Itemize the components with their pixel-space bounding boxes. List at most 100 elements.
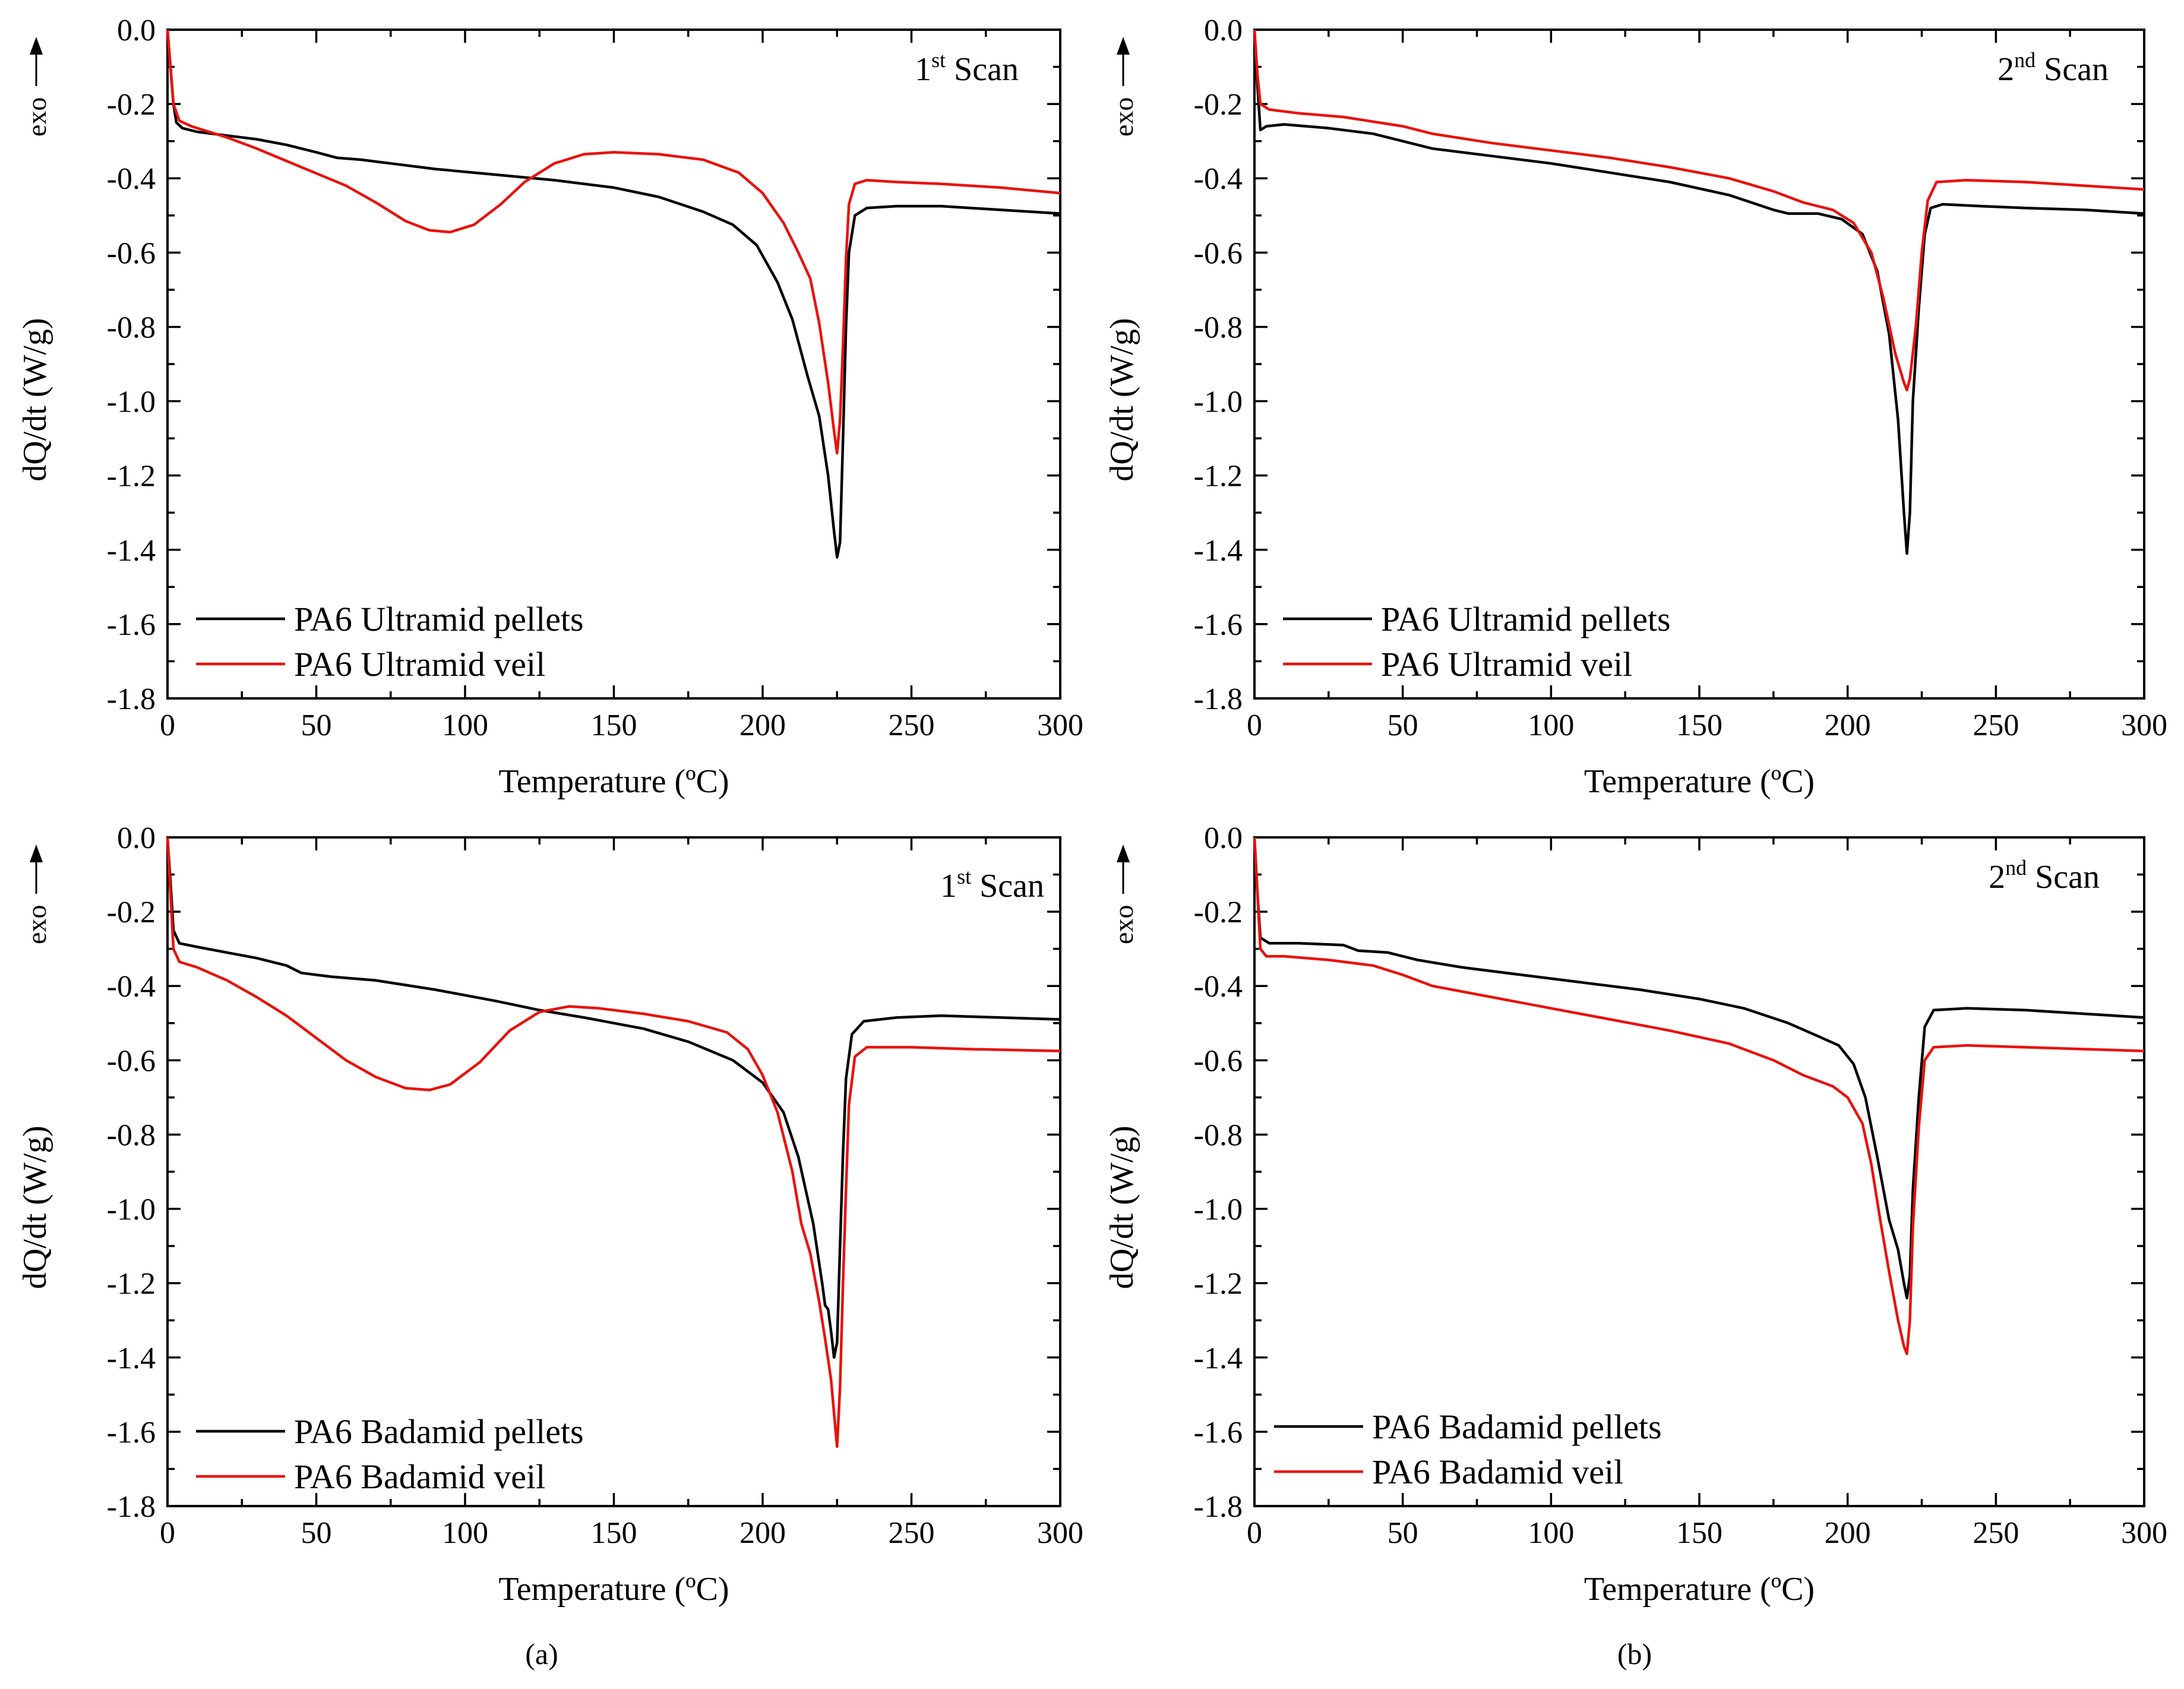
x-tick-label: 250 [889, 709, 935, 742]
legend-label: PA6 Badamid veil [294, 1457, 545, 1496]
x-tick-label: 50 [301, 709, 332, 742]
exo-arrow-icon [1117, 37, 1130, 55]
y-tick-label: -0.8 [107, 1118, 156, 1152]
chart-panel-b-top: 0 50 100 150 200 250 300 0.0 -0.2 -0.4 -0.6 -0.8 -1.… [1104, 14, 2167, 800]
y-tick-label: -1.2 [1194, 1267, 1243, 1301]
x-tick-label: 0 [1247, 709, 1262, 742]
series-line-1 [166, 29, 1061, 559]
x-tick-label: 100 [1528, 709, 1574, 742]
series-line-2 [1253, 837, 2145, 1355]
y-tick-label: -1.4 [1194, 534, 1243, 568]
x-tick-label: 200 [1825, 1516, 1871, 1550]
x-tick-label: 250 [889, 1516, 935, 1550]
legend-label: PA6 Badamid pellets [294, 1412, 584, 1451]
y-tick-label: -1.6 [107, 608, 156, 642]
y-tick-label: -1.6 [1194, 608, 1243, 642]
x-tick-label: 250 [1973, 709, 2019, 742]
plot-frame [166, 29, 1061, 700]
x-tick-label: 150 [1676, 709, 1722, 742]
y-tick-label: -0.4 [1194, 970, 1243, 1004]
x-axis-title: Temperature (ºC) [1584, 763, 1815, 800]
x-tick-label: 50 [301, 1516, 332, 1550]
x-tick-label: 200 [739, 709, 786, 742]
y-tick-label: -1.0 [107, 385, 156, 419]
y-tick-label: -0.6 [1194, 1044, 1243, 1078]
scan-annotation: 1st Scan [940, 865, 1044, 904]
y-tick-label: -1.0 [1194, 385, 1243, 419]
caption-a: (a) [525, 1637, 558, 1671]
exo-arrow-icon [30, 37, 43, 55]
series-line-1 [166, 837, 1061, 1359]
plot-frame [1253, 836, 2145, 1507]
x-tick-label: 0 [160, 1516, 175, 1550]
x-tick-label: 100 [1528, 1516, 1574, 1550]
legend-label: PA6 Ultramid veil [1381, 645, 1632, 684]
x-tick-label: 0 [1247, 1516, 1262, 1550]
plot-frame [166, 836, 1061, 1507]
x-tick-label: 300 [1037, 1516, 1083, 1550]
x-tick-label: 300 [1037, 709, 1083, 742]
y-tick-label: -1.2 [107, 1267, 156, 1301]
series-line-1 [1253, 29, 2145, 555]
y-axis-title: dQ/dt (W/g) [1104, 1125, 1140, 1289]
y-tick-label: 0.0 [117, 14, 156, 48]
x-tick-label: 200 [1825, 709, 1871, 742]
chart-panel-a-bottom: 0 50 100 150 200 250 300 0.0 -0.2 -0.4 -0.6 -0.8 -1.… [17, 821, 1083, 1608]
y-tick-label: -1.2 [1194, 460, 1243, 494]
y-tick-label: -1.6 [1194, 1416, 1243, 1450]
y-tick-label: 0.0 [117, 821, 156, 855]
y-tick-label: -1.2 [107, 460, 156, 494]
series-line-2 [1253, 29, 2145, 392]
x-tick-label: 0 [160, 709, 175, 742]
x-tick-label: 250 [1973, 1516, 2019, 1550]
x-tick-label: 50 [1387, 709, 1418, 742]
y-tick-label: -0.2 [1194, 88, 1243, 122]
x-axis-title: Temperature (ºC) [1584, 1571, 1815, 1608]
y-tick-label: -1.8 [1194, 682, 1243, 716]
chart-panel-a-top: 0 50 100 150 200 250 300 0.0 -0.2 -0.4 -0.6 -0.8 -1.… [17, 14, 1083, 800]
y-tick-label: -0.4 [107, 162, 156, 196]
x-tick-label: 50 [1387, 1516, 1418, 1550]
y-tick-label: -1.0 [107, 1193, 156, 1227]
legend-label: PA6 Ultramid veil [294, 645, 545, 684]
caption-b: (b) [1617, 1637, 1652, 1671]
legend-label: PA6 Ultramid pellets [294, 600, 584, 638]
y-tick-label: -0.8 [1194, 311, 1243, 344]
x-tick-label: 300 [2121, 709, 2167, 742]
y-tick-label: 0.0 [1204, 14, 1243, 48]
legend-label: PA6 Badamid veil [1372, 1453, 1623, 1491]
y-tick-label: -1.0 [1194, 1193, 1243, 1227]
y-tick-label: -1.8 [1194, 1490, 1243, 1524]
y-tick-label: -0.6 [107, 236, 156, 270]
x-tick-label: 150 [591, 709, 637, 742]
scan-annotation: 2nd Scan [1997, 48, 2109, 88]
chart-panel-b-bottom: 0 50 100 150 200 250 300 0.0 -0.2 -0.4 -0.6 -0.8 -1.… [1104, 821, 2167, 1608]
legend-label: PA6 Badamid pellets [1372, 1408, 1662, 1446]
y-tick-label: 0.0 [1204, 821, 1243, 855]
scan-annotation: 1st Scan [915, 48, 1019, 88]
y-tick-label: -0.2 [107, 896, 156, 929]
legend-label: PA6 Ultramid pellets [1381, 600, 1671, 638]
y-tick-label: -1.4 [1194, 1342, 1243, 1375]
exo-label: exo [1108, 97, 1139, 137]
y-tick-label: -1.4 [107, 1342, 156, 1375]
series-line-1 [1253, 837, 2145, 1299]
series-line-2 [166, 837, 1061, 1448]
exo-label: exo [1108, 905, 1139, 944]
plot-frame [1253, 29, 2145, 700]
y-tick-label: -0.2 [1194, 896, 1243, 929]
series-line-2 [166, 29, 1061, 455]
y-tick-label: -0.8 [1194, 1118, 1243, 1152]
y-tick-label: -0.4 [107, 970, 156, 1004]
y-axis-title: dQ/dt (W/g) [17, 1125, 53, 1289]
x-tick-label: 150 [1676, 1516, 1722, 1550]
x-axis-title: Temperature (ºC) [498, 1571, 729, 1608]
y-tick-label: -0.6 [107, 1044, 156, 1078]
y-tick-label: -0.8 [107, 311, 156, 344]
y-tick-label: -1.8 [107, 1490, 156, 1524]
x-axis-title: Temperature (ºC) [498, 763, 729, 800]
x-tick-label: 200 [739, 1516, 786, 1550]
y-axis-title: dQ/dt (W/g) [1104, 318, 1140, 481]
scan-annotation: 2nd Scan [1989, 856, 2100, 896]
exo-label: exo [21, 97, 52, 137]
